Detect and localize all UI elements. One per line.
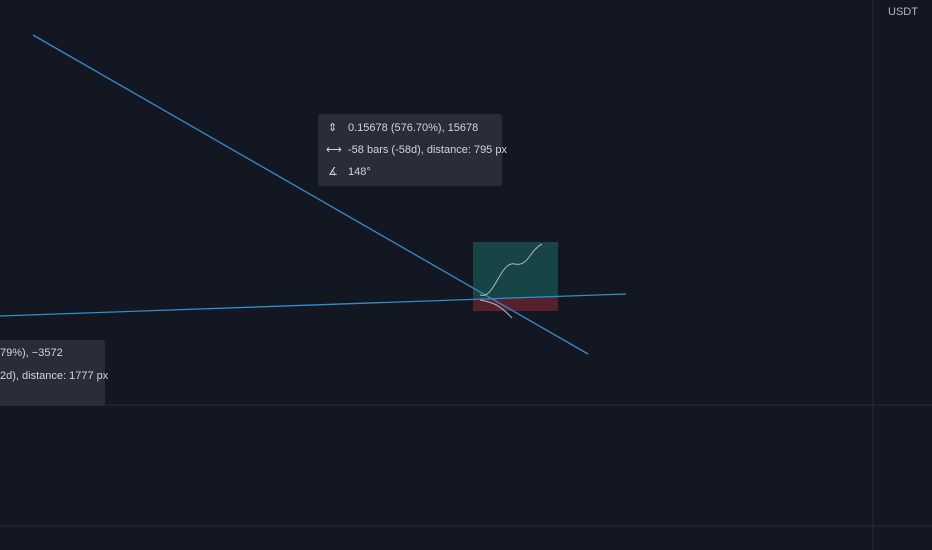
- icon: ∡: [328, 166, 338, 178]
- currency-label: USDT: [888, 6, 918, 18]
- trendline: [0, 293, 627, 317]
- long-profit-zone: [473, 242, 558, 298]
- tooltip-angle: 148°: [348, 166, 371, 178]
- forecast-path: [479, 299, 513, 319]
- tooltip-bars: -58 bars (-58d), distance: 795 px: [348, 144, 507, 156]
- icon: ⇕: [328, 122, 337, 134]
- tooltip-box: [318, 114, 502, 186]
- tooltip-price: 0.15678 (576.70%), 15678: [348, 122, 478, 134]
- measure-tooltip: ⇕ 0.15678 (576.70%), 15678 ⟷ -58 bars (-…: [318, 114, 507, 186]
- icon: ⟷: [326, 144, 342, 156]
- trendline: [32, 34, 589, 355]
- long-loss-zone: [473, 298, 558, 311]
- tooltip-bars: 2d), distance: 1777 px: [0, 370, 109, 382]
- forecast-path: [479, 243, 543, 296]
- tooltip-price: 79%), −3572: [0, 347, 63, 359]
- left-tooltip: 79%), −3572 2d), distance: 1777 px: [0, 340, 109, 406]
- tooltip-box: [0, 340, 105, 406]
